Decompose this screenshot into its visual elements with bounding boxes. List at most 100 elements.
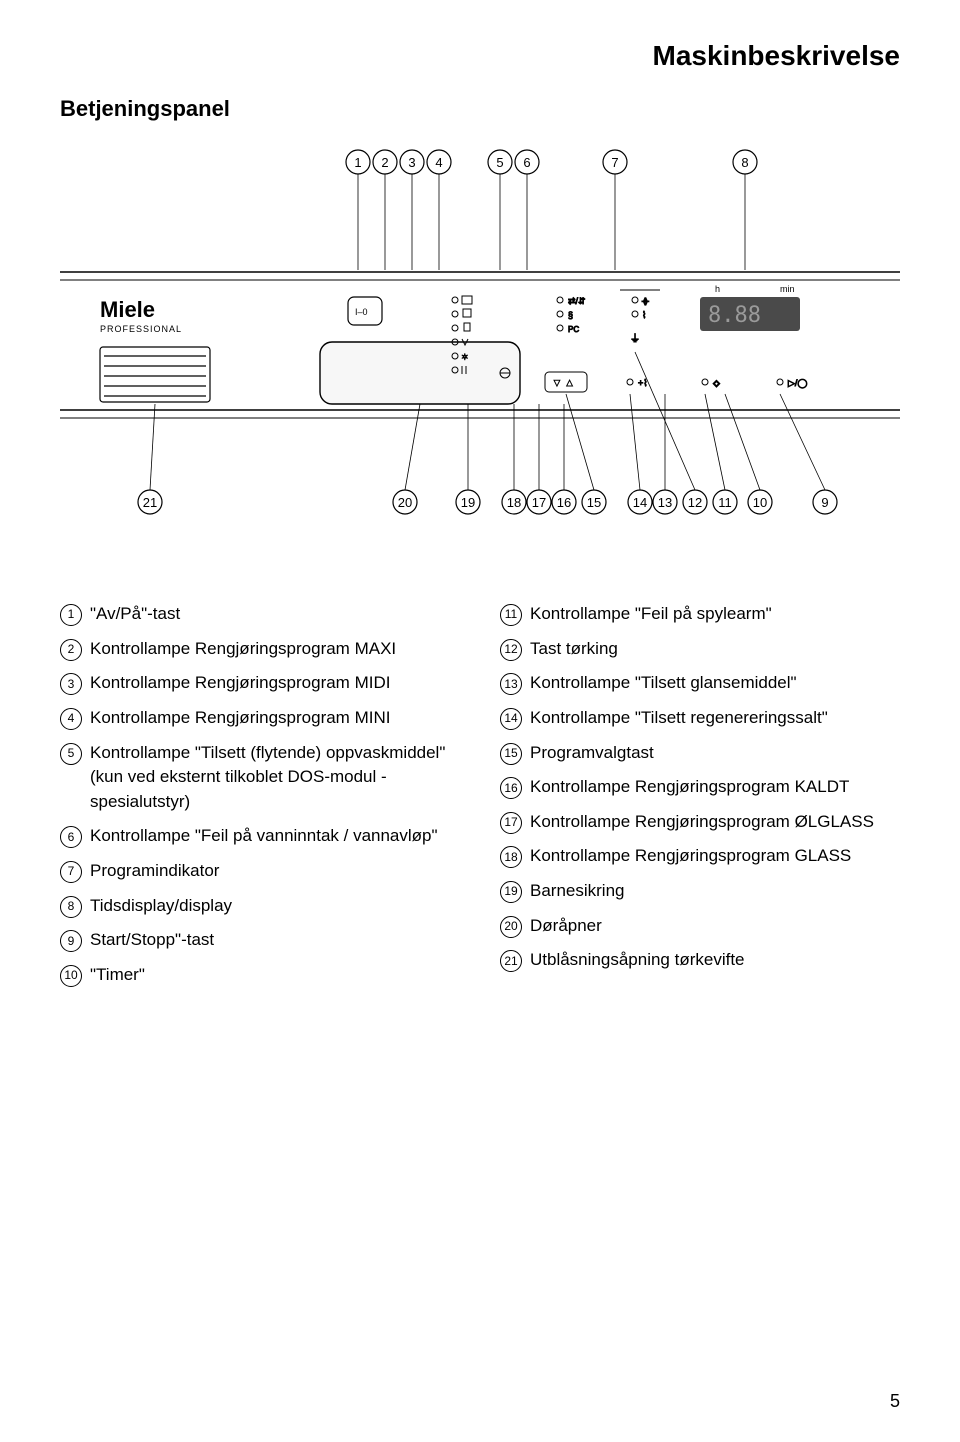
svg-text:5: 5 (496, 155, 503, 170)
legend-text: Programindikator (90, 859, 460, 884)
legend-number-icon: 2 (60, 639, 82, 661)
svg-text:16: 16 (557, 495, 571, 510)
legend-number-icon: 21 (500, 950, 522, 972)
legend-item-14: 14 Kontrollampe "Tilsett regenereringssal… (500, 706, 900, 731)
brand-subtext: PROFESSIONAL (100, 324, 182, 334)
legend-item-7: 7 Programindikator (60, 859, 460, 884)
svg-text:⏚: ⏚ (630, 333, 640, 345)
legend-item-15: 15 Programvalgtast (500, 741, 900, 766)
svg-text:4: 4 (435, 155, 442, 170)
legend-item-3: 3Kontrollampe Rengjøringsprogram MIDI (60, 671, 460, 696)
legend-text: Kontrollampe Rengjøringsprogram MAXI (90, 637, 460, 662)
page-title: Maskinbeskrivelse (60, 40, 900, 72)
legend-number-icon: 5 (60, 743, 82, 765)
svg-text:14: 14 (633, 495, 647, 510)
svg-text:2: 2 (381, 155, 388, 170)
legend-number-icon: 13 (500, 673, 522, 695)
svg-text:§: § (568, 310, 573, 320)
legend-text: Kontrollampe "Feil på vanninntak / vanna… (90, 824, 460, 849)
legend-text: Kontrollampe Rengjøringsprogram ØLGLASS (530, 810, 900, 835)
legend-text: Kontrollampe Rengjøringsprogram MINI (90, 706, 460, 731)
legend-item-9: 9 Start/Stopp"-tast (60, 928, 460, 953)
legend-text: Kontrollampe Rengjøringsprogram GLASS (530, 844, 900, 869)
svg-text:12: 12 (688, 495, 702, 510)
legend-right-column: 11Kontrollampe "Feil på spylearm" 12Tast … (500, 602, 900, 998)
page-number: 5 (890, 1391, 900, 1412)
svg-text:✶: ✶ (461, 352, 469, 362)
legend-item-18: 18 Kontrollampe Rengjøringsprogram GLASS (500, 844, 900, 869)
legend-number-icon: 14 (500, 708, 522, 730)
legend-item-6: 6 Kontrollampe "Feil på vanninntak / vann… (60, 824, 460, 849)
svg-text:9: 9 (821, 495, 828, 510)
legend-text: Tast tørking (530, 637, 900, 662)
legend-text: Start/Stopp"-tast (90, 928, 460, 953)
svg-text:+⌇: +⌇ (638, 378, 648, 388)
drying-area: ᚖ ⌇ ⏚ (620, 290, 660, 345)
control-panel-diagram: 12345678 Miele PROFESSIONAL I–0 ✶ (60, 142, 900, 562)
legend-number-icon: 8 (60, 896, 82, 918)
legend-item-16: 16 Kontrollampe Rengjøringsprogram KALDT (500, 775, 900, 800)
svg-text:10: 10 (753, 495, 767, 510)
svg-text:min: min (780, 284, 795, 294)
legend-number-icon: 20 (500, 916, 522, 938)
legend-number-icon: 1 (60, 604, 82, 626)
legend-text: Tidsdisplay/display (90, 894, 460, 919)
legend-item-2: 2 Kontrollampe Rengjøringsprogram MAXI (60, 637, 460, 662)
svg-text:1: 1 (354, 155, 361, 170)
legend-number-icon: 15 (500, 743, 522, 765)
svg-text:I–0: I–0 (355, 307, 368, 317)
vent-grille (100, 347, 210, 402)
legend-number-icon: 6 (60, 826, 82, 848)
svg-text:6: 6 (523, 155, 530, 170)
svg-text:3: 3 (408, 155, 415, 170)
legend-number-icon: 18 (500, 846, 522, 868)
legend-text: Kontrollampe "Tilsett regenereringssalt" (530, 706, 900, 731)
legend-item-10: 10"Timer" (60, 963, 460, 988)
svg-text:⇄/⇵: ⇄/⇵ (568, 296, 586, 306)
svg-text:▷/◯: ▷/◯ (788, 378, 808, 389)
svg-text:18: 18 (507, 495, 521, 510)
legend-item-13: 13 Kontrollampe "Tilsett glansemiddel" (500, 671, 900, 696)
legend-text: Kontrollampe "Tilsett glansemiddel" (530, 671, 900, 696)
legend-item-17: 17 Kontrollampe Rengjøringsprogram ØLGLAS… (500, 810, 900, 835)
legend-number-icon: 17 (500, 812, 522, 834)
legend-left-column: 1 "Av/På"-tast 2 Kontrollampe Rengjøringspr… (60, 602, 460, 998)
legend-text: Barnesikring (530, 879, 900, 904)
svg-text:ᚖ: ᚖ (641, 296, 649, 306)
svg-text:⌇: ⌇ (642, 310, 646, 320)
svg-text:11: 11 (718, 495, 732, 510)
legend-number-icon: 9 (60, 930, 82, 952)
legend-item-1: 1 "Av/På"-tast (60, 602, 460, 627)
legend-text: Døråpner (530, 914, 900, 939)
time-display: h min 8.88 (700, 284, 800, 331)
legend-item-21: 21 Utblåsningsåpning tørkevifte (500, 948, 900, 973)
svg-text:7: 7 (611, 155, 618, 170)
svg-text:20: 20 (398, 495, 412, 510)
legend-item-11: 11Kontrollampe "Feil på spylearm" (500, 602, 900, 627)
svg-text:◈: ◈ (713, 378, 720, 388)
bottom-buttons: ▼ ▲ +⌇ ◈ ▷/◯ (545, 372, 808, 392)
svg-text:13: 13 (658, 495, 672, 510)
legend-number-icon: 16 (500, 777, 522, 799)
svg-text:17: 17 (532, 495, 546, 510)
legend-number-icon: 7 (60, 861, 82, 883)
legend-item-12: 12Tast tørking (500, 637, 900, 662)
legend-item-5: 5 Kontrollampe "Tilsett (flytende) oppvas… (60, 741, 460, 815)
svg-text:8: 8 (741, 155, 748, 170)
legend-item-4: 4 Kontrollampe Rengjøringsprogram MINI (60, 706, 460, 731)
svg-text:15: 15 (587, 495, 601, 510)
legend-number-icon: 4 (60, 708, 82, 730)
legend-text: "Av/På"-tast (90, 602, 460, 627)
svg-text:19: 19 (461, 495, 475, 510)
legend-text: Programvalgtast (530, 741, 900, 766)
legend-text: Kontrollampe "Tilsett (flytende) oppvask… (90, 741, 460, 815)
legend-text: Utblåsningsåpning tørkevifte (530, 948, 900, 973)
legend-item-20: 20 Døråpner (500, 914, 900, 939)
brand-text: Miele (100, 297, 155, 322)
legend-text: Kontrollampe Rengjøringsprogram KALDT (530, 775, 900, 800)
status-lamps: ⇄/⇵ § PC (557, 296, 586, 334)
svg-text:8.88: 8.88 (708, 303, 761, 328)
legend-number-icon: 10 (60, 965, 82, 987)
svg-text:▼ ▲: ▼ ▲ (552, 378, 575, 389)
legend-text: Kontrollampe "Feil på spylearm" (530, 602, 900, 627)
